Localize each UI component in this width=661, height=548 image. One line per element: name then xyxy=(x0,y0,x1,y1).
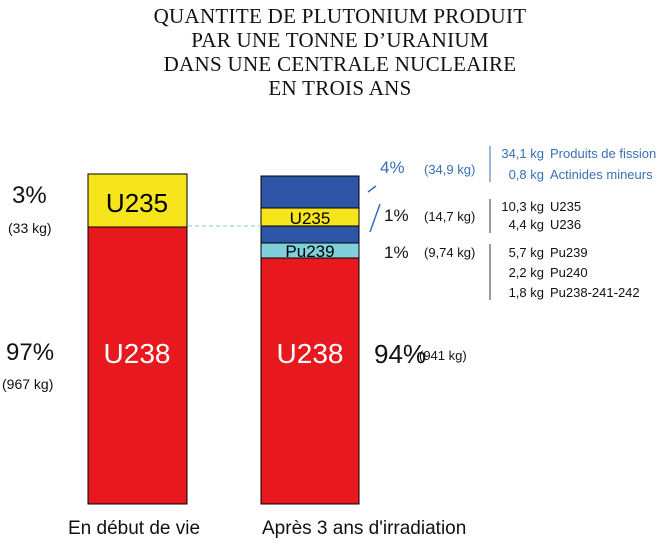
bar-start-of-life: U235 U238 xyxy=(87,173,188,505)
bar1-u238-label: U238 xyxy=(104,338,171,369)
bar1-u238-percent: 97% xyxy=(6,339,55,366)
plutonium-percent: 1% xyxy=(384,243,409,262)
bar2-u238-label: U238 xyxy=(277,338,344,369)
title-line-4: EN TROIS ANS xyxy=(268,76,412,100)
uranium-line-1-label: U235 xyxy=(550,199,582,214)
plutonium-line-2-qty: 2,2 kg xyxy=(508,265,544,280)
plutonium-line-1-label: Pu239 xyxy=(550,245,588,260)
uranium-line-1-qty: 10,3 kg xyxy=(501,199,544,214)
plutonium-line-1-qty: 5,7 kg xyxy=(508,245,544,260)
fission-line-1-label: Produits de fission xyxy=(550,146,657,161)
bar1-segment-u238 xyxy=(87,226,188,505)
bar2-u238-percent: 94% xyxy=(374,339,427,369)
bar2-segment-fission-upper xyxy=(260,175,360,209)
fission-connector-slash xyxy=(367,185,377,193)
uranium-line-2-label: U236 xyxy=(550,217,582,232)
bar2-segment-fission-lower xyxy=(260,225,360,244)
plutonium-line-3-label: Pu238-241-242 xyxy=(550,285,640,300)
bar2-segment-u238 xyxy=(260,257,360,505)
fission-line-1-qty: 34,1 kg xyxy=(501,146,544,161)
title-line-1: QUANTITE DE PLUTONIUM PRODUIT xyxy=(153,4,527,28)
u235-connector-slash xyxy=(369,203,381,233)
fission-percent: 4% xyxy=(380,158,405,177)
uranium-kg: (14,7 kg) xyxy=(424,209,476,224)
title-line-2: PAR UNE TONNE D’URANIUM xyxy=(191,28,489,52)
bar1-u235-kg: (33 kg) xyxy=(8,220,52,236)
plutonium-line-2-label: Pu240 xyxy=(550,265,588,280)
uranium-percent: 1% xyxy=(384,206,409,225)
bar1-segment-u235 xyxy=(87,173,188,228)
plutonium-line-3-qty: 1,8 kg xyxy=(508,285,544,300)
chart-title: QUANTITE DE PLUTONIUM PRODUIT PAR UNE TO… xyxy=(60,4,620,100)
bar2-pu239-label: Pu239 xyxy=(285,242,334,261)
fission-kg: (34,9 kg) xyxy=(424,162,476,177)
bar2-caption: Après 3 ans d'irradiation xyxy=(262,518,467,539)
title-line-3: DANS UNE CENTRALE NUCLEAIRE xyxy=(163,52,517,76)
plutonium-kg: (9,74 kg) xyxy=(424,245,476,260)
bar1-caption: En début de vie xyxy=(68,518,201,539)
uranium-line-2-qty: 4,4 kg xyxy=(508,217,544,232)
bar1-u235-label: U235 xyxy=(106,188,168,218)
bar2-u238-kg: (941 kg) xyxy=(419,348,467,363)
fission-line-2-qty: 0,8 kg xyxy=(508,167,544,182)
bar-after-irradiation: U235 Pu239 U238 xyxy=(260,175,360,505)
bar1-u235-percent: 3% xyxy=(12,182,47,209)
fission-line-2-label: Actinides mineurs xyxy=(550,167,653,182)
bar1-u238-kg: (967 kg) xyxy=(2,376,54,392)
bar2-u235-label: U235 xyxy=(290,209,331,228)
